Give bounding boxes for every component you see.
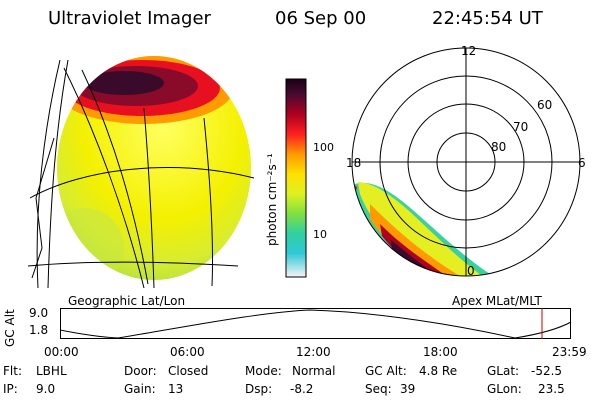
- gc-alt-label: GC Alt:: [365, 364, 407, 378]
- apex-label: Apex MLat/MLT: [452, 294, 542, 308]
- time-tick-1800: 18:00: [423, 345, 458, 359]
- seq-label: Seq:: [365, 382, 392, 396]
- gain-value: 13: [168, 382, 184, 396]
- mlt-label-12: 12: [461, 44, 477, 58]
- geographic-image: [27, 56, 254, 289]
- colorbar: [285, 78, 307, 278]
- altitude-ylabel: GC Alt: [3, 309, 17, 347]
- time-tick-2359: 23:59: [552, 345, 587, 359]
- seq-value: 39: [400, 382, 416, 396]
- gain-label: Gain:: [124, 382, 156, 396]
- lat-label-80: 80: [491, 140, 507, 154]
- altitude-tick-1-8: 1.8: [29, 323, 49, 337]
- gc-alt-value: 4.8 Re: [419, 364, 458, 378]
- mlt-label-0: 0: [467, 264, 475, 278]
- mlt-label-18: 18: [346, 156, 362, 170]
- glat-value: -52.5: [531, 364, 563, 378]
- ip-label: IP:: [3, 382, 18, 396]
- time-tick-1200: 12:00: [296, 345, 331, 359]
- geographic-label: Geographic Lat/Lon: [68, 294, 186, 308]
- polar-plot: [351, 47, 581, 277]
- colorbar-unit-label: photon cm⁻²s⁻¹: [265, 153, 279, 246]
- glat-label: GLat:: [487, 364, 520, 378]
- altitude-tick-9: 9.0: [29, 306, 49, 320]
- flt-label: Flt:: [3, 364, 22, 378]
- dsp-label: Dsp:: [245, 382, 273, 396]
- mode-value: Normal: [292, 364, 336, 378]
- mlt-label-6: 6: [578, 156, 586, 170]
- time-label: 22:45:54 UT: [432, 8, 543, 29]
- door-label: Door:: [124, 364, 157, 378]
- time-tick-0600: 06:00: [170, 345, 205, 359]
- flt-value: LBHL: [36, 364, 67, 378]
- colorbar-tick-100: 100: [313, 141, 334, 154]
- altitude-plot: [60, 308, 572, 339]
- lat-lon-grid: [27, 59, 254, 289]
- door-value: Closed: [168, 364, 209, 378]
- mode-label: Mode:: [245, 364, 282, 378]
- lat-label-70: 70: [513, 120, 529, 134]
- altitude-curve: [60, 309, 572, 339]
- glon-value: 23.5: [538, 382, 565, 396]
- date-label: 06 Sep 00: [275, 8, 367, 29]
- ip-value: 9.0: [36, 382, 56, 396]
- glon-label: GLon:: [487, 382, 522, 396]
- time-tick-0000: 00:00: [44, 345, 79, 359]
- lat-label-60: 60: [537, 98, 553, 112]
- polar-grid: [351, 47, 581, 277]
- colorbar-tick-10: 10: [313, 228, 327, 241]
- dsp-value: -8.2: [290, 382, 314, 396]
- instrument-title: Ultraviolet Imager: [48, 8, 211, 29]
